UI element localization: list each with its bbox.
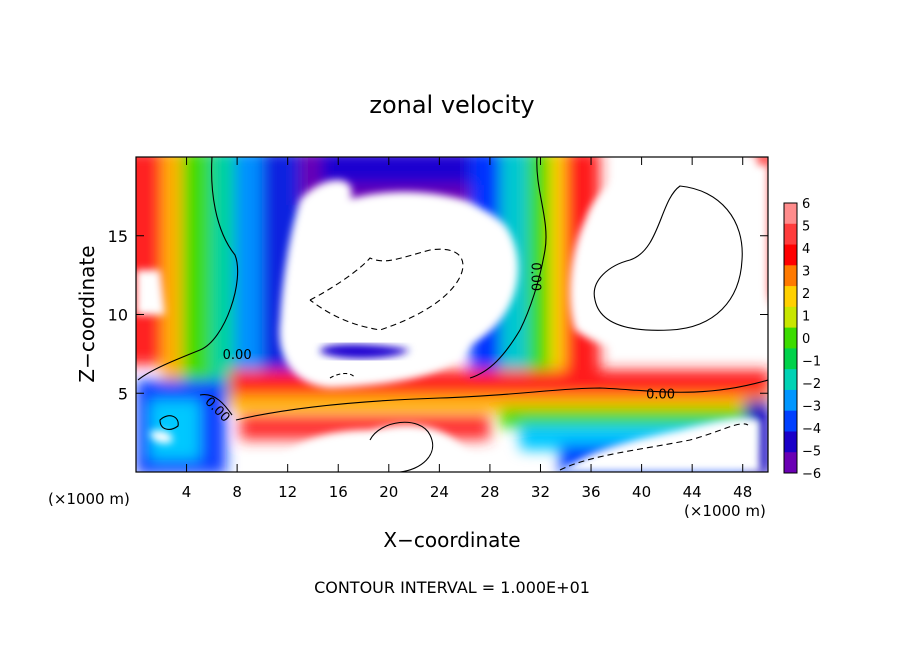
colorbar-segment — [784, 348, 797, 370]
y-axis: 5 10 15 — [108, 227, 768, 403]
zero-contour-jet — [235, 379, 768, 421]
colorbar-segment — [784, 223, 797, 246]
colorbar-label: −5 — [802, 445, 821, 460]
zero-contour-lower — [199, 394, 233, 416]
colorbar-segment — [784, 431, 797, 453]
white-core — [279, 180, 519, 388]
zero-contour-center — [469, 157, 547, 379]
field-band-jet-orange — [230, 390, 768, 412]
white-bottom — [275, 425, 480, 472]
colorbar-segment — [784, 244, 797, 266]
colorbar-segment — [784, 389, 797, 412]
x-tick-label: 28 — [480, 483, 499, 501]
x-tick-label: 16 — [329, 483, 348, 501]
x-tick-label: 12 — [278, 483, 297, 501]
x-axis: 4 8 12 16 20 24 28 32 36 40 44 48 — [182, 157, 752, 501]
white-right-core — [569, 165, 768, 352]
colorbar-segment — [784, 452, 797, 474]
colorbar-label: −1 — [802, 355, 821, 370]
colorbar-label: −3 — [802, 400, 821, 415]
chart-title: zonal velocity — [369, 91, 534, 119]
colorbar-segment — [784, 203, 797, 225]
white-top-right — [620, 157, 755, 175]
x-tick-label: 24 — [430, 483, 449, 501]
contour-label: 0.00 — [528, 262, 543, 291]
colorbar-label: 5 — [802, 220, 810, 235]
small-contour-loop — [159, 415, 179, 430]
zero-contour-left — [137, 157, 239, 381]
x-tick-label: 40 — [632, 483, 651, 501]
colorbar-segment — [784, 286, 797, 308]
x-unit-right: (×1000 m) — [684, 502, 766, 520]
y-tick-label: 10 — [108, 306, 128, 325]
x-tick-label: 36 — [581, 483, 600, 501]
field-band-left-orange — [162, 157, 184, 380]
colorbar-label: 1 — [802, 310, 810, 325]
colorbar-label: 4 — [802, 242, 810, 257]
blue-streak — [320, 344, 410, 359]
colorbar-label: 2 — [802, 287, 810, 302]
x-tick-label: 8 — [232, 483, 242, 501]
colorbar-segment — [784, 265, 797, 287]
contour-interval-note: CONTOUR INTERVAL = 1.000E+01 — [314, 578, 590, 597]
white-small-left — [150, 430, 173, 444]
colorbar-segment — [784, 306, 797, 329]
plot-area: 0.000.000.000.00 — [136, 157, 768, 472]
dashed-contour-core — [309, 248, 464, 331]
colorbar-frame — [783, 202, 798, 474]
contour-label: 0.00 — [223, 348, 252, 363]
colorbar: 6 5 4 3 2 1 0 −1 −2 −3 −4 −5 −6 — [783, 197, 821, 482]
field-band-bottom-left-cyan — [150, 400, 200, 460]
contour-label: 0.00 — [646, 387, 675, 402]
y-axis-label: Z−coordinate — [75, 245, 99, 382]
positive-contour-right — [593, 185, 743, 331]
colorbar-label: −6 — [802, 467, 821, 482]
colorbar-segment — [784, 369, 797, 391]
y-tick-label: 15 — [108, 227, 128, 246]
dashed-contour-small — [329, 372, 356, 379]
field-band-left-green — [182, 157, 210, 390]
colorbar-label: 6 — [802, 197, 810, 212]
x-unit-left: (×1000 m) — [48, 490, 130, 508]
x-axis-label: X−coordinate — [383, 528, 520, 552]
x-tick-label: 44 — [683, 483, 702, 501]
colorbar-label: −4 — [802, 422, 821, 437]
x-tick-label: 32 — [531, 483, 550, 501]
x-tick-label: 4 — [182, 483, 192, 501]
contour-lines — [137, 157, 768, 472]
colorbar-segment — [784, 327, 797, 349]
colorbar-label: −2 — [802, 377, 821, 392]
dashed-contour-bottom-right — [559, 423, 749, 471]
positive-contour-bottom-left — [369, 421, 434, 472]
white-left-top — [136, 270, 165, 315]
colorbar-label: 0 — [802, 332, 810, 347]
x-tick-label: 48 — [733, 483, 752, 501]
field-band-below-green — [500, 408, 768, 428]
y-tick-label: 5 — [118, 384, 128, 403]
x-tick-label: 20 — [379, 483, 398, 501]
field-band-left-blue — [235, 157, 265, 390]
colorbar-label: 3 — [802, 265, 810, 280]
colorbar-segment — [784, 410, 797, 432]
field-band-left-cyan — [210, 157, 238, 400]
